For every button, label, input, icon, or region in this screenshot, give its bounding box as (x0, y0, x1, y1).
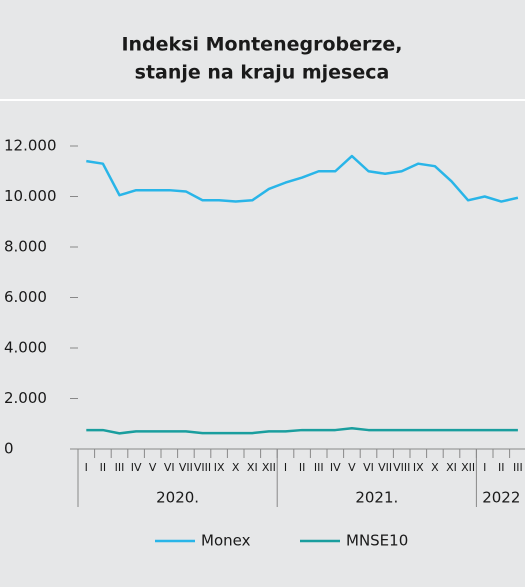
x-tick-label: III (513, 461, 523, 474)
x-tick-label: XI (446, 461, 457, 474)
x-tick-label: I (85, 461, 88, 474)
x-tick-label: II (299, 461, 306, 474)
y-tick-label: 8.000 (4, 238, 47, 256)
series-line (86, 154, 519, 203)
x-tick-label: VIII (194, 461, 211, 474)
x-tick-label: XII (262, 461, 276, 474)
x-tick-label: III (115, 461, 125, 474)
x-tick-label: VI (164, 461, 175, 474)
x-tick-label: I (284, 461, 287, 474)
year-label: 2021. (355, 489, 398, 507)
y-tick-label: 6.000 (4, 288, 47, 306)
x-tick-label: VII (378, 461, 392, 474)
x-tick-label: VII (179, 461, 193, 474)
x-tick-label: X (232, 461, 240, 474)
x-tick-label: XI (247, 461, 258, 474)
x-tick-label: I (483, 461, 486, 474)
chart-title: Indeksi Montenegroberze, (121, 34, 402, 56)
x-tick-label: XII (461, 461, 475, 474)
legend-label: MNSE10 (346, 532, 408, 550)
x-tick-label: X (431, 461, 439, 474)
series-line (86, 427, 518, 435)
year-label: 2022 (482, 489, 520, 507)
y-tick-label: 12.000 (4, 137, 57, 155)
y-tick-label: 10.000 (4, 187, 57, 205)
x-tick-label: IX (413, 461, 424, 474)
x-tick-label: VI (363, 461, 374, 474)
x-tick-label: V (149, 461, 157, 474)
x-tick-label: IV (131, 461, 142, 474)
y-tick-label: 0 (4, 440, 14, 458)
x-tick-label: IV (330, 461, 341, 474)
x-tick-label: V (348, 461, 356, 474)
chart-title: stanje na kraju mjeseca (135, 62, 390, 84)
x-tick-label: III (314, 461, 324, 474)
x-tick-label: VIII (393, 461, 410, 474)
legend-label: Monex (201, 532, 251, 550)
y-tick-label: 2.000 (4, 389, 47, 407)
x-tick-label: IX (214, 461, 225, 474)
y-tick-label: 4.000 (4, 339, 47, 357)
x-tick-label: II (498, 461, 505, 474)
x-tick-label: II (100, 461, 107, 474)
year-label: 2020. (156, 489, 199, 507)
